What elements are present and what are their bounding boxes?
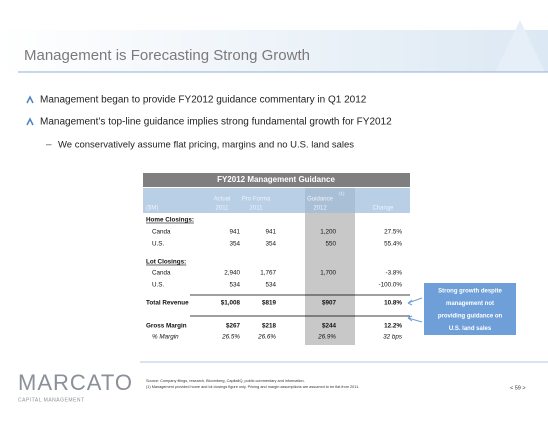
callout-arrows [407,297,423,323]
bullet: Management began to provide FY2012 guida… [40,95,367,106]
cell: 26.5% [221,334,240,341]
cell: $244 [322,323,337,330]
table-header [143,188,410,213]
callout-box [424,283,516,335]
cell: 354 [265,241,276,248]
callout-text: Strong growth despite [438,289,502,295]
bullet: Management’s top-line guidance implies s… [40,117,392,128]
logo-shape [495,20,545,72]
footnote: (1) Management provided home and lot clo… [146,385,359,389]
cell: $819 [262,300,277,307]
arrow-heads [407,299,413,322]
logo-sub: CAPITAL MANAGEMENT [18,397,85,403]
col-head: Actual [214,197,231,203]
bullet-icon [26,95,34,104]
guidance-header [305,188,355,213]
sub-bullet: We conservatively assume flat pricing, m… [58,140,354,151]
page-number: < 59 > [510,385,526,391]
cell: 1,767 [260,270,276,277]
cell: 354 [229,241,240,248]
section-heading: Lot Closings: [146,259,186,266]
col-head: 2012 [313,206,327,212]
cell: 941 [265,229,276,236]
slide-title: Management is Forecasting Strong Growth [24,47,310,64]
sub-dash: – [46,140,52,151]
cell: 2,940 [224,270,240,277]
row-label: Total Revenue [146,300,189,307]
callout-text: management not [446,301,494,307]
col-head: 2011 [250,206,264,212]
callout-text: U.S. land sales [449,326,492,332]
col-head: 2011 [216,206,230,212]
title-band [0,30,548,72]
cell: 534 [265,282,276,289]
cell: 941 [229,229,240,236]
cell: $907 [322,300,337,307]
row-label: U.S. [152,241,164,248]
unit: ($M) [146,206,158,212]
col-head: Guidance [307,197,333,203]
guidance-column [305,213,355,345]
cell: $218 [262,323,277,330]
section-heading: Home Closings: [146,217,194,224]
row-label: Canda [152,270,171,277]
cell: 534 [229,282,240,289]
cell: 1,700 [320,270,336,277]
col-head: Change [372,206,394,212]
cell: $1,008 [221,300,241,307]
cell: 32 bps [383,334,403,341]
row-label: Canda [152,229,171,236]
footnote: Source: Company filings, research, Bloom… [146,379,305,383]
cell: 26.9% [317,334,336,341]
cell: -3.8% [386,270,403,277]
col-head: Pro Forma [242,197,271,203]
table-title-bar [143,173,410,187]
cell: 55.4% [384,241,402,248]
logo: MARCATO [18,370,133,395]
cell: 1,200 [320,229,336,236]
cell: -100.0% [379,282,403,289]
callout-text: providing guidance on [438,314,503,320]
cell: 550 [325,241,336,248]
row-label: U.S. [152,282,164,289]
table-title: FY2012 Management Guidance [217,175,335,184]
cell: 26.6% [257,334,276,341]
row-label: % Margin [152,334,179,341]
row-label: Gross Margin [146,323,187,330]
cell: 12.2% [384,323,402,330]
bullet-icon [26,117,34,126]
cell: 27.5% [384,229,402,236]
cell: 10.8% [384,300,402,307]
col-note: (1) [339,191,345,196]
cell: $267 [226,323,241,330]
